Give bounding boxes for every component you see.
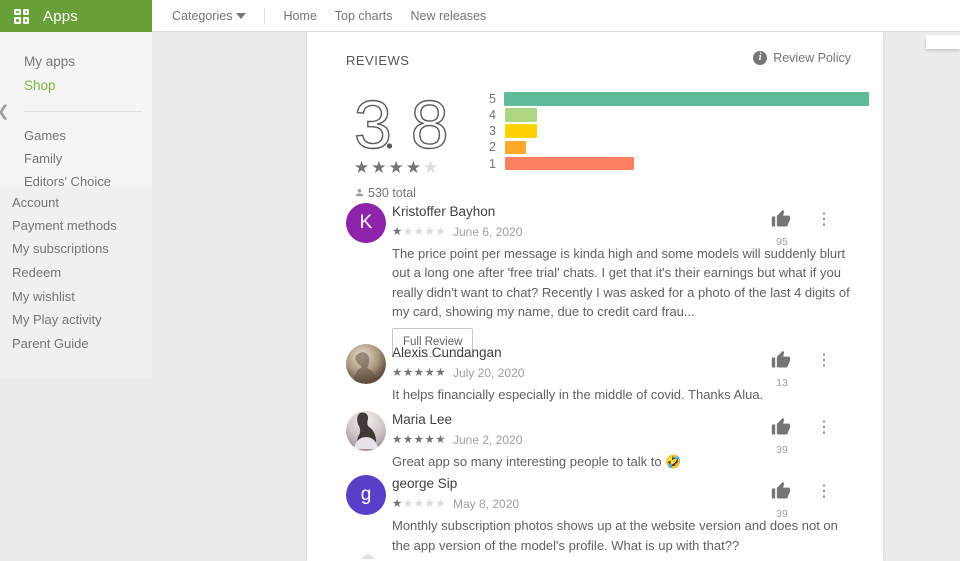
svg-text:3 8: 3 8: [354, 90, 449, 156]
